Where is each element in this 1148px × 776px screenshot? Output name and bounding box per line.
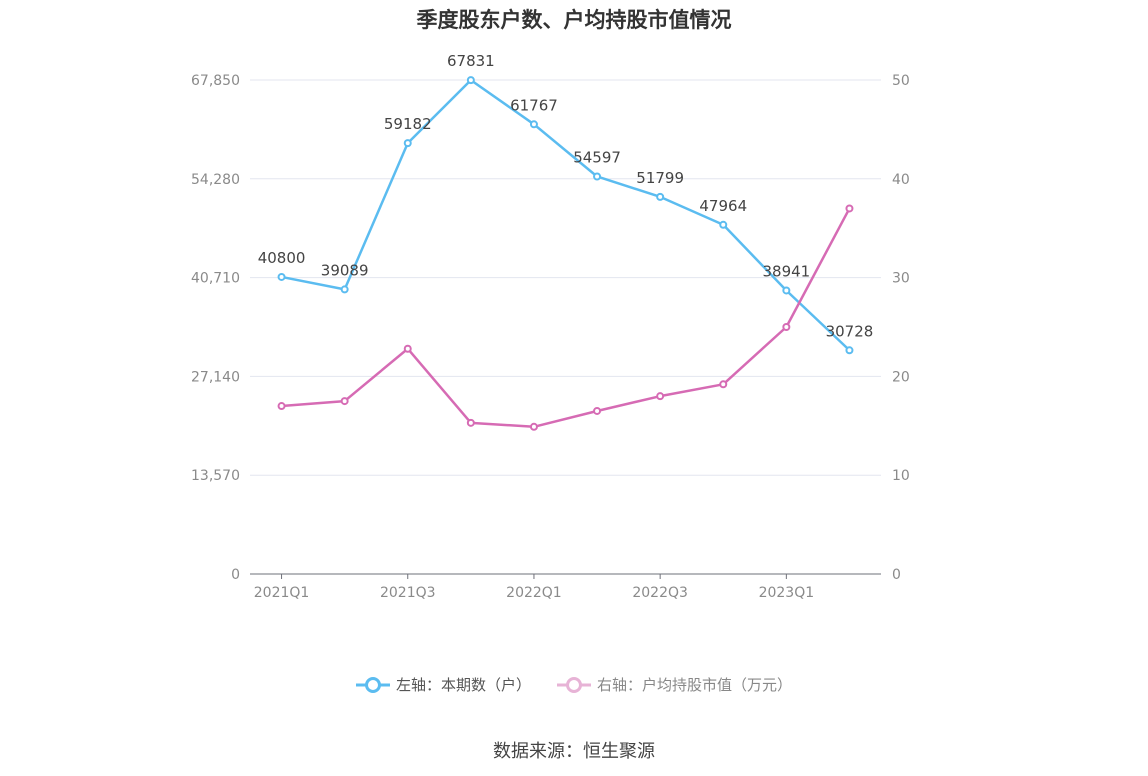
data-point [277,402,286,411]
series [277,76,854,431]
left-axis-tick-label: 40,710 [191,271,240,287]
data-label: 51799 [636,169,684,187]
data-point [403,139,412,148]
x-axis-tick-label: 2023Q1 [759,585,815,601]
data-point [529,120,538,129]
x-axis-tick-label: 2021Q1 [254,585,310,601]
right-axis-tick-label: 50 [892,73,910,89]
axes: 0 0 13,570 10 27,140 20 40,710 30 54,280 40 67,850… [191,73,910,601]
data-point [593,172,602,181]
data-point [529,422,538,431]
data-label: 30728 [826,322,874,340]
series-line [281,207,851,429]
left-axis-tick-label: 27,140 [191,369,240,385]
legend-item-left-axis[interactable]: 左轴：本期数（户） [355,674,531,695]
x-axis-tick-label: 2021Q3 [380,585,436,601]
data-point [277,272,286,281]
left-axis-tick-label: 0 [231,567,240,583]
legend-label: 左轴：本期数（户） [395,676,531,694]
data-label: 39089 [321,261,369,279]
data-point [656,192,665,201]
x-axis-tick-label: 2022Q1 [506,585,562,601]
right-axis-tick-label: 30 [892,271,910,287]
x-axis-tick-label: 2022Q3 [632,585,688,601]
chart-title: 季度股东户数、户均持股市值情况 [416,8,732,32]
legend-line-circle-icon [557,676,591,693]
data-point [466,418,475,427]
data-label: 59182 [384,115,432,133]
data-point [845,204,854,213]
data-label: 47964 [699,197,747,215]
data-point [593,406,602,415]
left-axis-tick-label: 67,850 [191,73,240,89]
left-axis-tick-label: 54,280 [191,172,240,188]
data-point [782,323,791,331]
data-point [466,76,475,85]
left-axis-tick-label: 13,570 [191,468,240,484]
data-label: 38941 [762,262,810,280]
legend-label: 右轴：户均持股市值（万元） [597,676,793,694]
legend: 左轴：本期数（户） 右轴：户均持股市值（万元） [0,674,1148,695]
data-labels: 40800 39089 59182 67831 61767 54597 51799 47964… [258,52,874,340]
source-note: 数据来源：恒生聚源 [493,741,655,762]
right-axis-tick-label: 20 [892,369,910,385]
data-label: 40800 [258,249,306,267]
legend-line-circle-icon [355,676,390,693]
data-label: 61767 [510,96,558,114]
data-label: 54597 [573,148,621,166]
grid-lines [250,79,881,476]
data-label: 67831 [447,52,495,70]
data-point [340,285,349,294]
data-point [719,220,728,229]
data-point [719,380,728,389]
legend-item-right-axis[interactable]: 右轴：户均持股市值（万元） [557,674,792,695]
data-point [782,286,791,295]
right-axis-tick-label: 40 [892,172,910,188]
series-line [281,78,851,352]
data-point [845,346,854,355]
right-axis-tick-label: 0 [892,567,901,583]
data-point [656,392,665,401]
data-point [340,397,349,406]
right-axis-tick-label: 10 [892,468,910,484]
data-point [403,344,412,353]
